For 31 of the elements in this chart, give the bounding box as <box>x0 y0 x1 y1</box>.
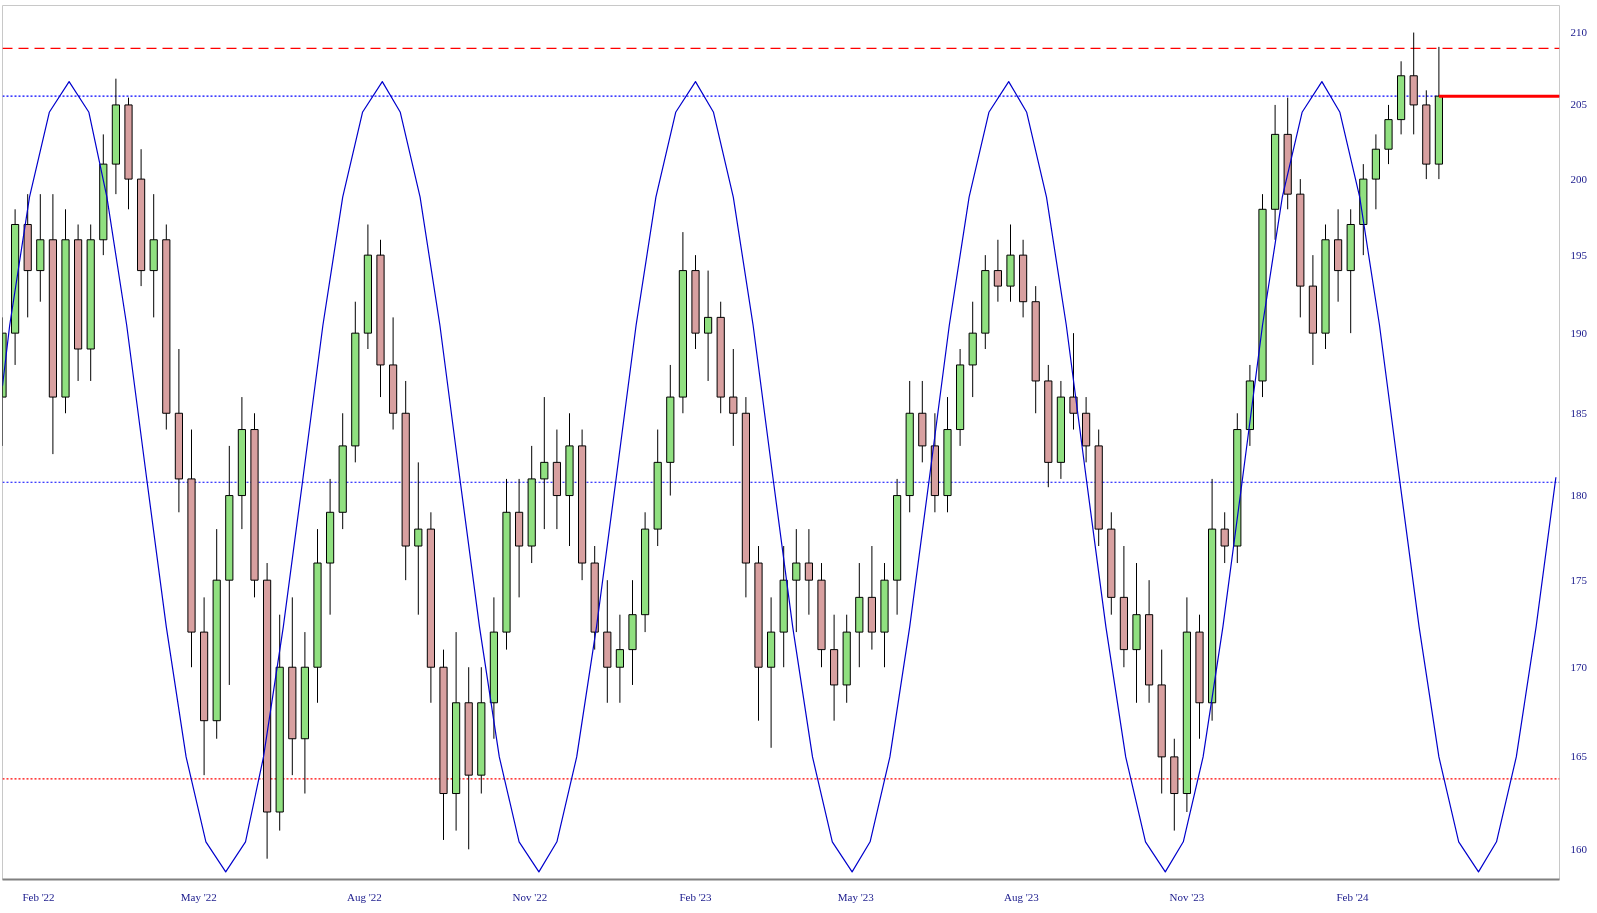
x-tick-label: Aug '22 <box>346 890 382 903</box>
x-tick-label: Feb '22 <box>22 890 55 903</box>
x-tick-label: Feb '23 <box>679 890 713 903</box>
candlestick <box>615 614 624 704</box>
line-series <box>2 80 1557 873</box>
candlestick <box>993 239 1002 303</box>
candlestick <box>804 528 813 616</box>
x-tick-label: Nov '22 <box>512 890 548 903</box>
candlestick <box>792 528 801 633</box>
y-tick-label: 185 <box>1570 406 1588 419</box>
candlestick <box>729 348 738 447</box>
x-tick-label: May '22 <box>180 890 217 903</box>
y-tick-label: 170 <box>1570 660 1588 673</box>
y-tick-label: 160 <box>1570 842 1588 855</box>
y-tick-label: 195 <box>1570 248 1588 261</box>
x-tick-label: Aug '23 <box>1003 890 1040 903</box>
y-tick-label: 200 <box>1570 172 1588 185</box>
candlestick <box>1069 332 1078 431</box>
x-tick-label: Feb '24 <box>1336 890 1370 903</box>
candlestick <box>414 461 423 616</box>
candlestick <box>540 396 549 530</box>
y-tick-label: 180 <box>1570 489 1588 502</box>
candlestick <box>704 270 713 382</box>
y-tick-label: 205 <box>1570 98 1588 111</box>
y-tick-label: 165 <box>1570 750 1588 763</box>
x-tick-label: May '23 <box>837 890 875 903</box>
x-tick-label: Nov '23 <box>1169 890 1205 903</box>
candlestick <box>1220 511 1229 564</box>
y-tick-label: 210 <box>1570 26 1588 39</box>
y-tick-label: 190 <box>1570 326 1588 339</box>
y-tick-label: 175 <box>1570 573 1588 586</box>
